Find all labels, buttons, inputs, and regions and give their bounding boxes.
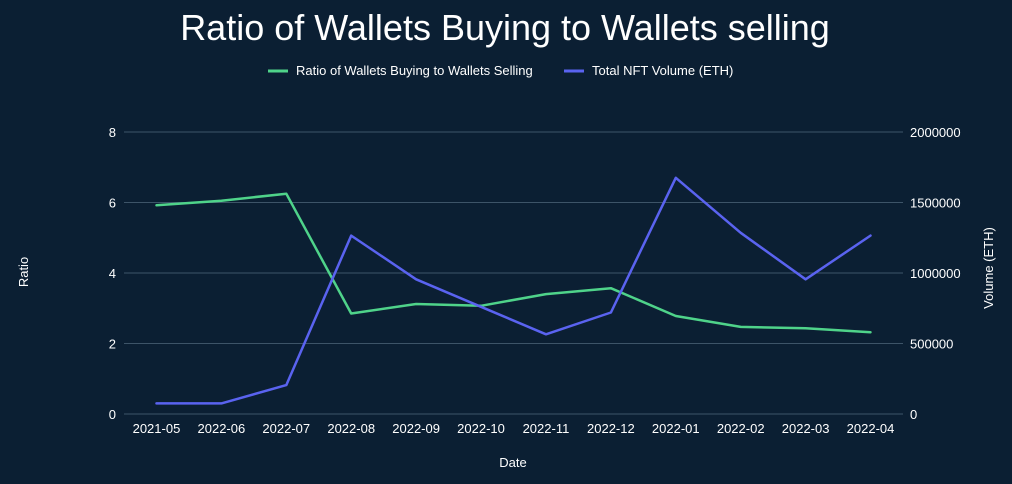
x-tick-label: 2022-03 <box>782 421 830 436</box>
y-axis-left-ticks: 0 2 4 6 8 <box>109 125 116 422</box>
data-point-ratio[interactable] <box>803 325 809 331</box>
data-point-ratio[interactable] <box>673 313 679 319</box>
y-left-tick-label: 2 <box>109 337 116 352</box>
y-right-tick-label: 2000000 <box>910 125 961 140</box>
chart-title: Ratio of Wallets Buying to Wallets selli… <box>180 7 830 48</box>
legend-label-ratio[interactable]: Ratio of Wallets Buying to Wallets Selli… <box>296 63 533 78</box>
y-right-tick-label: 1000000 <box>910 266 961 281</box>
x-tick-label: 2022-08 <box>327 421 375 436</box>
x-tick-label: 2022-11 <box>523 421 570 436</box>
data-point-ratio[interactable] <box>218 198 224 204</box>
series-line-ratio[interactable] <box>155 192 872 334</box>
series <box>153 175 874 406</box>
data-point-ratio[interactable] <box>413 301 419 307</box>
data-point-ratio[interactable] <box>283 191 289 197</box>
data-point-volume[interactable] <box>413 276 419 282</box>
y-right-tick-label: 1500000 <box>910 196 961 211</box>
x-tick-label: 2022-09 <box>392 421 440 436</box>
x-tick-label: 2022-04 <box>847 421 895 436</box>
data-point-volume[interactable] <box>478 304 484 310</box>
y-left-tick-label: 8 <box>109 125 116 140</box>
data-point-volume[interactable] <box>673 175 679 181</box>
x-axis-label: Date <box>499 455 526 470</box>
data-point-volume[interactable] <box>803 276 809 282</box>
data-point-volume[interactable] <box>738 230 744 236</box>
x-tick-label: 2021-05 <box>133 421 181 436</box>
y-right-tick-label: 500000 <box>910 337 953 352</box>
x-tick-label: 2022-07 <box>262 421 310 436</box>
gridlines <box>124 131 903 415</box>
y-left-tick-label: 4 <box>109 266 116 281</box>
data-point-volume[interactable] <box>153 400 159 406</box>
x-tick-label: 2022-02 <box>717 421 765 436</box>
y-left-tick-label: 0 <box>109 407 116 422</box>
y-left-tick-label: 6 <box>109 196 116 211</box>
x-tick-label: 2022-12 <box>587 421 635 436</box>
x-tick-label: 2022-06 <box>198 421 246 436</box>
data-point-ratio[interactable] <box>608 285 614 291</box>
data-point-ratio[interactable] <box>348 311 354 317</box>
data-point-volume[interactable] <box>868 233 874 239</box>
data-point-volume[interactable] <box>543 331 549 337</box>
legend-label-volume[interactable]: Total NFT Volume (ETH) <box>592 63 733 78</box>
y-axis-left-label: Ratio <box>16 257 31 287</box>
data-point-volume[interactable] <box>218 400 224 406</box>
data-point-ratio[interactable] <box>543 291 549 297</box>
y-axis-right-label: Volume (ETH) <box>981 227 996 309</box>
x-axis-ticks: 2021-05 2022-06 2022-07 2022-08 2022-09 2022-… <box>133 421 895 436</box>
data-point-volume[interactable] <box>348 233 354 239</box>
y-axis-right-ticks: 0 500000 1000000 1500000 2000000 <box>910 125 961 422</box>
data-point-volume[interactable] <box>608 309 614 315</box>
x-tick-label: 2022-10 <box>457 421 505 436</box>
data-point-ratio[interactable] <box>868 329 874 335</box>
legend: Ratio of Wallets Buying to Wallets Selli… <box>268 63 733 78</box>
data-point-ratio[interactable] <box>153 202 159 208</box>
data-point-ratio[interactable] <box>738 324 744 330</box>
x-tick-label: 2022-01 <box>652 421 700 436</box>
data-point-volume[interactable] <box>283 382 289 388</box>
series-line-volume[interactable] <box>155 176 872 405</box>
y-right-tick-label: 0 <box>910 407 917 422</box>
